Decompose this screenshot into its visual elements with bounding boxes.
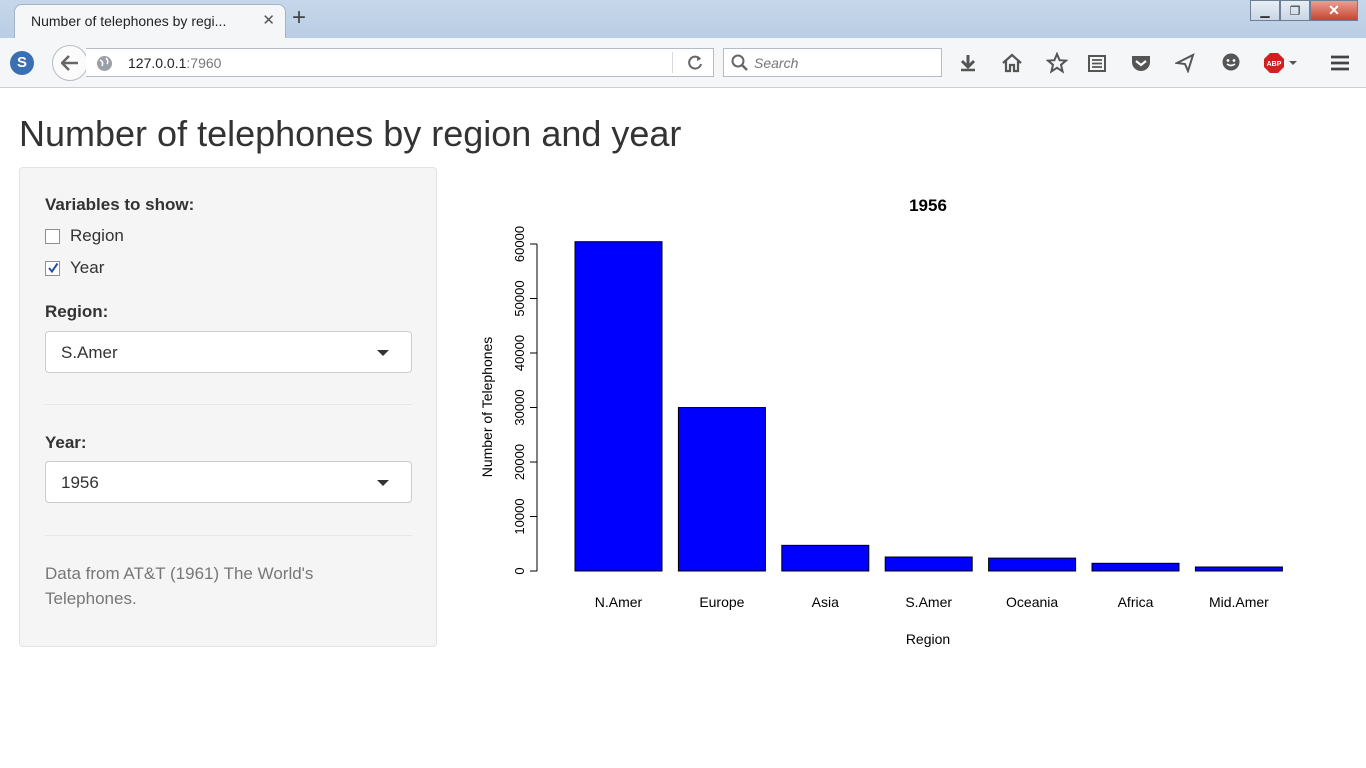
chart-y-axis-label: Number of Telephones [479,337,495,478]
year-label: Year: [45,433,87,452]
search-bar[interactable] [723,48,942,77]
tab-title: Number of telephones by regi... [31,13,227,29]
y-tick-label: 10000 [512,498,527,534]
svg-text:ABP: ABP [1267,61,1282,68]
x-tick-label: Oceania [1006,594,1058,610]
close-window-button[interactable]: ✕ [1310,0,1358,21]
year-select[interactable]: 1956 [45,461,412,503]
chart-bars [574,241,1283,572]
y-tick-label: 20000 [512,444,527,480]
telephones-bar-chart: 1956 Number of Telephones Region 0 10000 2… [479,196,1283,647]
data-source-note: Data from AT&T (1961) The World's Teleph… [45,564,314,608]
variables-label: Variables to show: [45,195,195,214]
new-tab-icon[interactable]: + [292,4,307,31]
chevron-down-icon [377,480,389,486]
menu-icon[interactable] [1328,51,1352,75]
checkbox-year[interactable]: Year [45,258,104,278]
chart-y-axis: 0 10000 20000 30000 40000 50000 60000 [512,226,538,575]
chat-icon[interactable] [1219,51,1243,75]
back-button[interactable] [52,45,88,81]
chevron-down-icon [377,350,389,356]
x-tick-label: N.Amer [595,594,643,610]
x-tick-label: S.Amer [905,594,952,610]
bar-europe [677,407,766,572]
chart-title: 1956 [909,196,947,215]
tab-close-icon[interactable]: ✕ [262,12,275,29]
y-tick-label: 30000 [512,389,527,425]
bar-oceania [988,557,1077,572]
download-icon[interactable] [956,51,980,75]
y-tick-label: 40000 [512,335,527,371]
chart-x-axis-label: Region [906,631,950,647]
region-select[interactable]: S.Amer [45,331,412,373]
chart-x-tick-labels: N.Amer Europe Asia S.Amer Oceania Africa Mid.A… [595,594,1269,610]
back-arrow-icon [61,55,78,71]
y-tick-label: 50000 [512,280,527,316]
sidebar-panel: Variables to show: Region Year Region: S… [19,167,437,647]
region-label: Region: [45,302,109,321]
browser-toolbar: S 127.0.0.1:7960 ABP [0,38,1366,88]
browser-titlebar: Number of telephones by regi... ✕ + ▁ ❐ … [0,0,1366,38]
url-separator [672,52,673,73]
checkbox-region[interactable]: Region [45,226,124,246]
bar-mid-amer [1194,566,1283,572]
reading-list-icon[interactable] [1085,51,1109,75]
checkbox-year-box[interactable] [45,260,60,276]
x-tick-label: Asia [812,594,839,610]
browser-tab[interactable]: Number of telephones by regi... ✕ [14,4,286,38]
y-tick-label: 0 [512,567,527,574]
search-input[interactable] [754,53,934,73]
checkmark-icon [47,262,58,274]
bar-s-amer [884,556,973,572]
year-select-value: 1956 [61,473,99,492]
divider [45,404,412,405]
search-icon [731,54,748,71]
url-port: :7960 [186,55,222,71]
send-icon[interactable] [1173,51,1197,75]
minimize-button[interactable]: ▁ [1250,0,1280,21]
region-select-value: S.Amer [61,343,118,362]
y-tick-label: 60000 [512,226,527,262]
x-tick-label: Mid.Amer [1209,594,1269,610]
reload-icon[interactable] [685,53,705,73]
globe-icon [97,56,112,71]
window-controls: ▁ ❐ ✕ [1250,0,1358,21]
bar-asia [781,544,870,572]
url-host: 127.0.0.1 [128,55,187,71]
home-icon[interactable] [1000,51,1024,75]
bookmark-star-icon[interactable] [1045,51,1069,75]
url-bar[interactable]: 127.0.0.1:7960 [86,48,714,77]
divider [45,535,412,536]
page-title: Number of telephones by region and year [19,113,682,154]
restore-button[interactable]: ❐ [1280,0,1310,21]
pocket-icon[interactable] [1129,51,1153,75]
x-tick-label: Europe [699,594,744,610]
bar-n-amer [574,241,663,572]
url-text[interactable]: 127.0.0.1:7960 [128,55,221,71]
x-tick-label: Africa [1118,594,1154,610]
s-logo-icon[interactable]: S [10,51,34,75]
checkbox-region-label: Region [70,226,124,245]
adblock-icon[interactable]: ABP [1263,51,1303,75]
checkbox-year-label: Year [70,258,105,277]
checkbox-region-box[interactable] [45,228,60,244]
bar-africa [1091,562,1180,572]
